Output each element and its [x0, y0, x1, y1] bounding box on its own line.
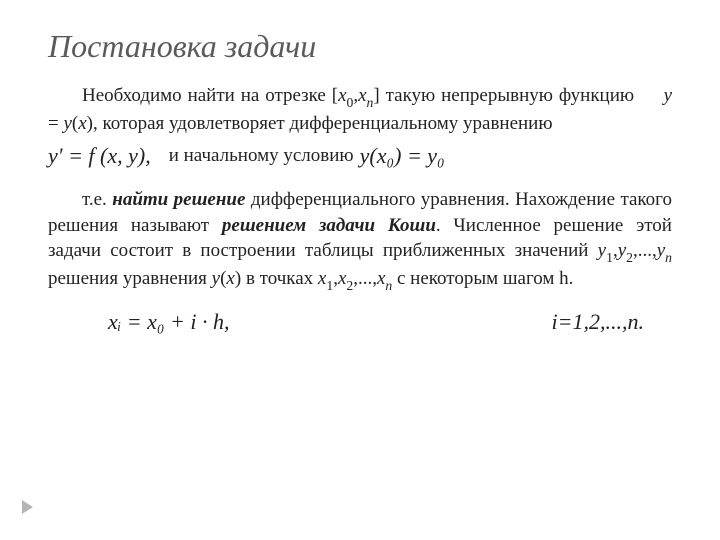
paragraph-2: т.е. найти решение дифференциального ура…	[48, 187, 672, 295]
paragraph-1: Необходимо найти на отрезке [x0,xn] таку…	[48, 83, 672, 137]
p2-g: в точках	[241, 268, 318, 289]
p2-xsn: n	[385, 278, 392, 293]
p2-a: т.е.	[82, 189, 112, 210]
p2-yn: y	[657, 240, 665, 261]
p1-y2: y	[63, 113, 71, 134]
slide: Постановка задачи Необходимо найти на от…	[0, 0, 720, 540]
p2-s1: 1	[606, 250, 613, 265]
p1-y1: y	[664, 85, 672, 106]
p1-x: x	[78, 113, 86, 134]
p2-xcm2: ,...,	[353, 268, 377, 289]
p1-text-c: , которая удовлетворяет дифференциальном…	[93, 113, 553, 134]
p2-f: решения уравнения	[48, 268, 212, 289]
p1-eq: =	[48, 113, 63, 134]
p2-cm2: ,...,	[633, 240, 657, 261]
eq-ode: y′ = f (x, y),	[48, 143, 151, 169]
p1-text-b: ] такую непрерывную функцию	[373, 85, 640, 106]
slide-bullet-icon	[22, 500, 33, 514]
eq-range: i=1,2,...,n.	[552, 309, 644, 335]
p2-d: решением задачи Коши	[222, 215, 436, 236]
eq-xi: xᵢ = x₀ + i · h,	[108, 309, 229, 335]
p2-h: с некоторым шагом h.	[392, 268, 573, 289]
p2-yx: y	[212, 268, 220, 289]
p1-x0: x	[338, 85, 346, 106]
p2-b: найти решение	[112, 189, 245, 210]
p2-x: x	[226, 268, 234, 289]
p2-y1: y	[598, 240, 606, 261]
p2-xs1: 1	[326, 278, 333, 293]
p1-x0-sub: 0	[347, 95, 354, 110]
eq-ic: y(x₀) = y₀	[360, 143, 445, 169]
p2-y2: y	[618, 240, 626, 261]
p2-xs2: 2	[346, 278, 353, 293]
p2-s2: 2	[626, 250, 633, 265]
equation-line-1: y′ = f (x, y), и начальному условию y(x₀…	[48, 143, 672, 169]
slide-title: Постановка задачи	[48, 28, 672, 65]
p1-xn: x	[358, 85, 366, 106]
eq-mid-text: и начальному условию	[169, 145, 354, 167]
p1-text-a: Необходимо найти на отрезке [	[82, 85, 338, 106]
equation-row-2: xᵢ = x₀ + i · h, i=1,2,...,n.	[48, 309, 672, 335]
p1-xn-sub: n	[367, 95, 374, 110]
p2-sn: n	[665, 250, 672, 265]
